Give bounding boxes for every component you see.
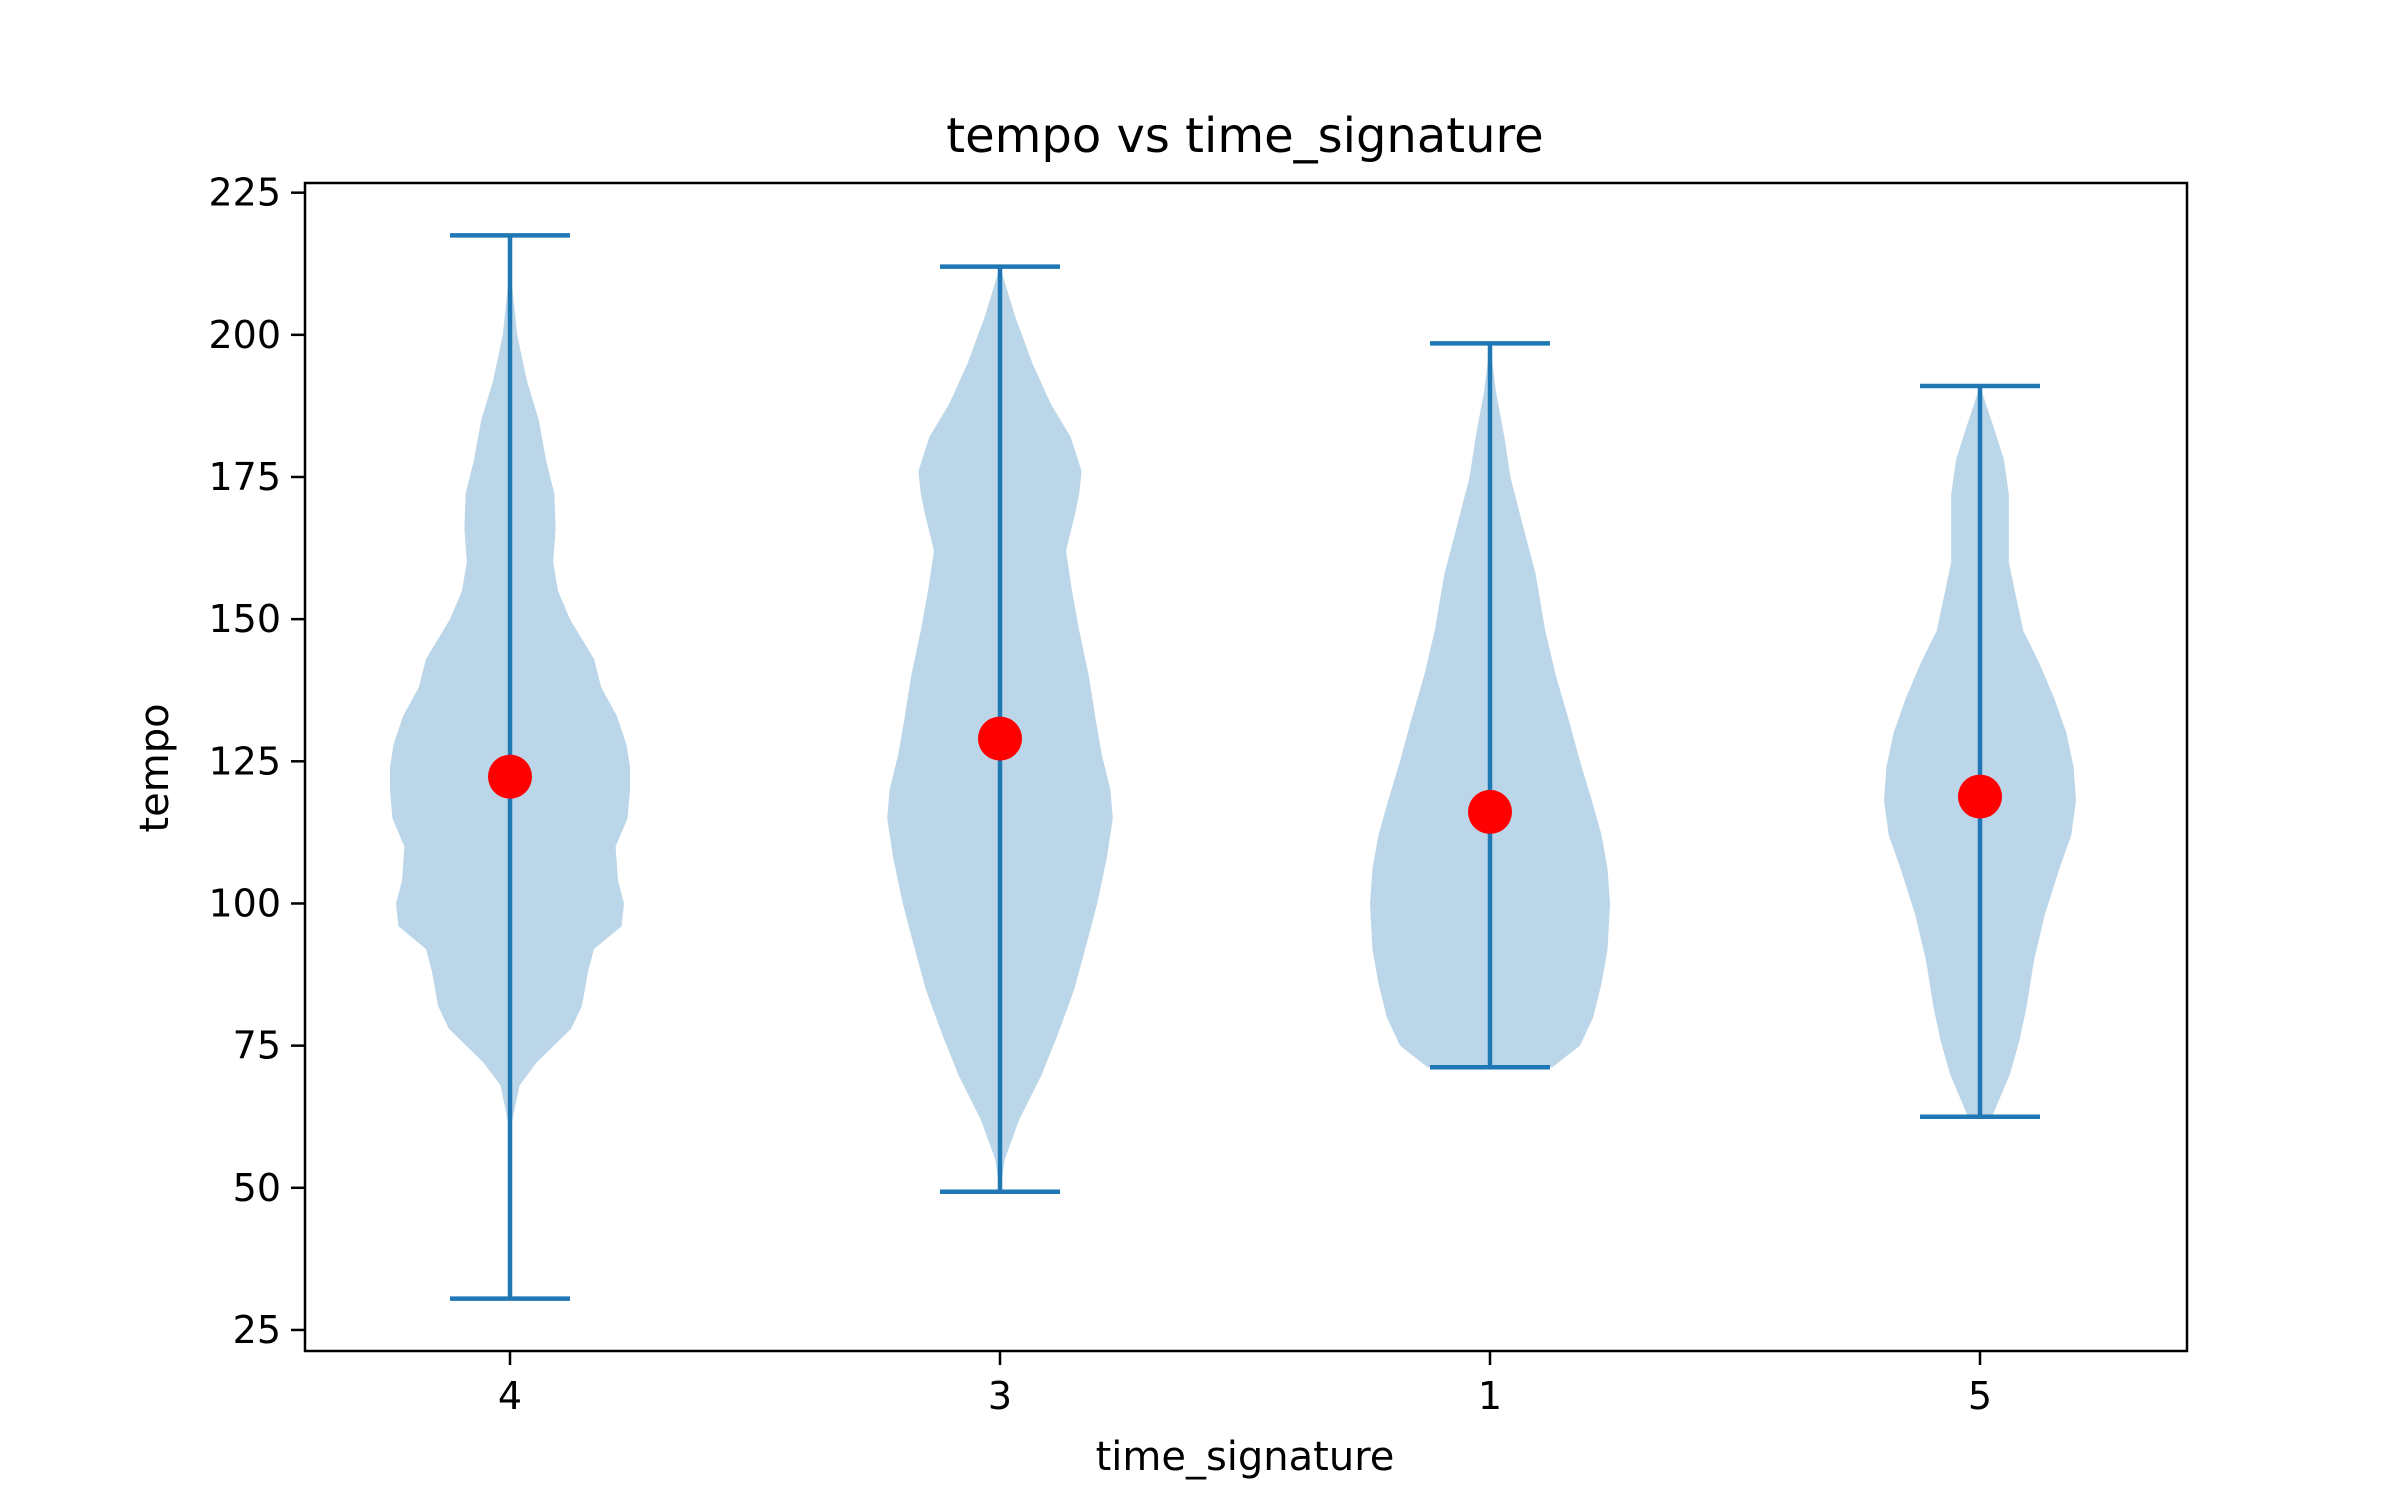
y-tick-label: 150 (208, 597, 281, 641)
violins (390, 235, 2076, 1192)
x-axis-label: time_signature (1096, 1434, 1395, 1480)
median-marker-3 (978, 716, 1022, 761)
chart-title: tempo vs time_signature (946, 108, 1543, 164)
x-axis: 4 3 1 5 (498, 1351, 1992, 1418)
y-axis: 25 50 75 100 125 150 175 200 225 (208, 171, 305, 1352)
violin-stat-lines (450, 233, 2040, 1301)
median-marker-4 (488, 754, 532, 799)
median-marker-5 (1958, 774, 2002, 819)
x-tick-label: 1 (1478, 1374, 1502, 1418)
x-tick-label: 5 (1968, 1374, 1992, 1418)
y-tick-label: 75 (233, 1024, 281, 1068)
y-tick-label: 225 (208, 171, 281, 215)
median-markers (488, 716, 2002, 834)
y-axis-label: tempo (132, 703, 178, 832)
median-marker-1 (1468, 789, 1512, 834)
x-tick-label: 3 (988, 1374, 1012, 1418)
y-tick-label: 200 (208, 313, 281, 357)
plot-frame (303, 181, 2189, 1353)
y-tick-label: 50 (233, 1166, 281, 1210)
y-tick-label: 125 (208, 739, 281, 783)
y-tick-label: 100 (208, 881, 281, 925)
y-tick-label: 175 (208, 455, 281, 499)
y-tick-label: 25 (233, 1308, 281, 1352)
x-tick-label: 4 (498, 1374, 522, 1418)
